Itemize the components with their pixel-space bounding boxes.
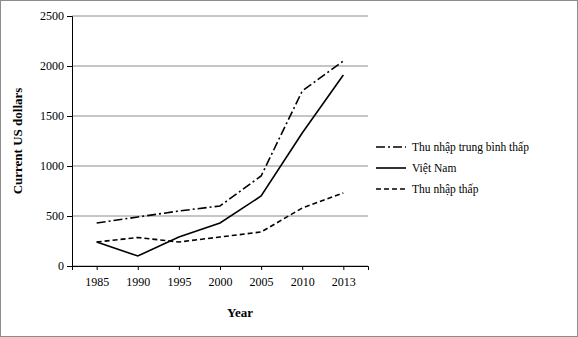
y-tick-label: 500 — [46, 209, 64, 223]
x-axis-line — [73, 267, 369, 271]
y-tick-label: 2500 — [40, 9, 64, 23]
y-tick-label: 0 — [58, 259, 64, 273]
y-tick: 2000 — [40, 59, 72, 73]
y-tick-mark — [67, 166, 72, 167]
plot: 0 500 1000 1500 2000 2500 1985 1990 1995 2000 2005… — [40, 9, 369, 289]
x-tick-label: 1985 — [85, 275, 109, 289]
grid — [72, 16, 368, 266]
y-tick-label: 1000 — [40, 159, 64, 173]
y-tick-mark — [67, 116, 72, 117]
y-tick-mark — [67, 16, 72, 17]
legend-swatch — [376, 167, 406, 169]
grid-line — [72, 166, 368, 167]
x-tick-mark — [343, 266, 344, 270]
legend-item: Thu nhập thấp — [376, 183, 479, 196]
legend-label: Việt Nam — [412, 162, 456, 175]
x-tick-label: 2010 — [291, 275, 315, 289]
series-line — [97, 75, 344, 256]
x-tick-label: 1990 — [126, 275, 150, 289]
grid-line — [72, 16, 368, 17]
y-tick-label: 1500 — [40, 109, 64, 123]
chart-frame — [1, 1, 578, 337]
y-tick-label: 2000 — [40, 59, 64, 73]
y-tick-mark — [67, 266, 72, 267]
y-tick-mark — [67, 216, 72, 217]
x-tick: 1990 — [126, 266, 150, 289]
grid-line — [72, 216, 368, 217]
chart: 0 500 1000 1500 2000 2500 1985 1990 1995 2000 2005… — [0, 0, 578, 337]
x-tick-mark — [138, 266, 139, 270]
legend-label: Thu nhập thấp — [412, 183, 479, 196]
x-tick: 2013 — [332, 266, 356, 289]
y-axis-line — [67, 17, 73, 267]
x-tick-label: 2013 — [332, 275, 356, 289]
legend-item: Thu nhập trung bình thấp — [376, 141, 529, 154]
x-tick-mark — [302, 266, 303, 270]
series-line — [97, 193, 344, 242]
x-tick-label: 2000 — [209, 275, 233, 289]
x-tick: 2010 — [291, 266, 315, 289]
x-axis: 1985 1990 1995 2000 2005 2010 2013 — [73, 266, 369, 289]
grid-line — [72, 66, 368, 67]
x-tick: 1985 — [85, 266, 109, 289]
x-tick-mark — [97, 266, 98, 270]
y-axis-title: Current US dollars — [10, 88, 25, 195]
y-tick-mark — [67, 66, 72, 67]
x-tick: 1995 — [167, 266, 191, 289]
legend-swatch — [376, 188, 406, 190]
series-lines — [97, 61, 344, 256]
grid-line — [72, 116, 368, 117]
x-tick-mark — [179, 266, 180, 270]
legend-swatch — [376, 146, 406, 148]
y-tick: 1000 — [40, 159, 72, 173]
series-line — [97, 61, 344, 223]
x-tick: 2000 — [209, 266, 233, 289]
y-tick: 2500 — [40, 9, 72, 23]
x-axis-title: Year — [227, 305, 253, 320]
x-tick-label: 1995 — [167, 275, 191, 289]
y-tick: 0 — [58, 259, 72, 273]
x-tick-label: 2005 — [250, 275, 274, 289]
legend: Thu nhập trung bình thấp Việt Nam Thu nhập… — [376, 141, 529, 196]
legend-label: Thu nhập trung bình thấp — [412, 141, 529, 154]
y-axis: 0 500 1000 1500 2000 2500 — [40, 9, 73, 273]
y-tick: 500 — [46, 209, 72, 223]
y-tick: 1500 — [40, 109, 72, 123]
x-tick: 2005 — [250, 266, 274, 289]
x-tick-mark — [220, 266, 221, 270]
legend-item: Việt Nam — [376, 162, 456, 175]
x-tick-mark — [261, 266, 262, 270]
